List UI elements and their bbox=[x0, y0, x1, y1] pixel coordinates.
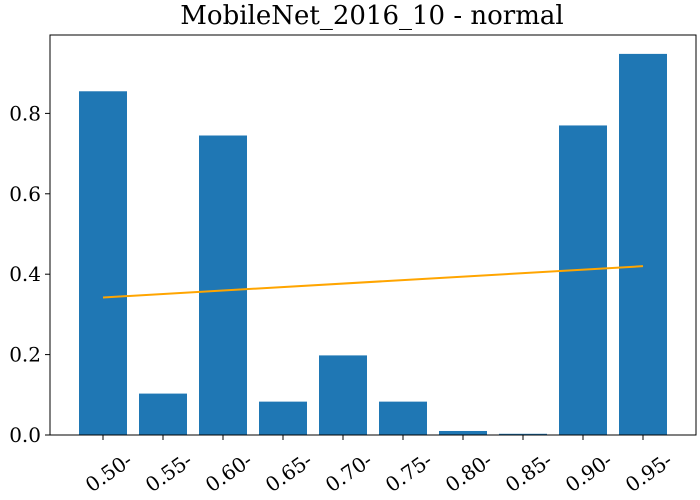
bar-075 bbox=[379, 401, 427, 435]
x-tick-label: 0.70- bbox=[321, 448, 377, 497]
x-tick-label: 0.95- bbox=[621, 448, 677, 497]
bar-070 bbox=[319, 355, 367, 435]
y-axis: 0.0 0.2 0.4 0.6 0.8 bbox=[9, 101, 50, 447]
bar-055 bbox=[139, 393, 187, 435]
y-tick-label: 0.4 bbox=[9, 262, 41, 286]
y-tick-label: 0.6 bbox=[9, 182, 41, 206]
x-axis: 0.50- 0.55- 0.60- 0.65- 0.70- 0.75- 0.80- 0.85-… bbox=[81, 435, 677, 497]
bar-065 bbox=[259, 401, 307, 435]
bar-060 bbox=[199, 135, 247, 435]
x-tick-label: 0.65- bbox=[261, 448, 317, 497]
bar-095 bbox=[619, 53, 667, 435]
x-tick-label: 0.60- bbox=[201, 448, 257, 497]
y-tick-label: 0.0 bbox=[9, 423, 41, 447]
chart-title: MobileNet_2016_10 - normal bbox=[180, 1, 563, 31]
trend-line bbox=[102, 265, 644, 299]
x-tick-label: 0.85- bbox=[501, 448, 557, 497]
y-tick-label: 0.8 bbox=[9, 101, 41, 125]
x-tick-label: 0.55- bbox=[141, 448, 197, 497]
plot-frame bbox=[49, 34, 697, 436]
x-tick-label: 0.90- bbox=[561, 448, 617, 497]
x-tick-label: 0.80- bbox=[441, 448, 497, 497]
bar-050 bbox=[79, 91, 127, 435]
x-tick-label: 0.75- bbox=[381, 448, 437, 497]
bar-085 bbox=[499, 433, 547, 435]
bar-090 bbox=[559, 125, 607, 435]
y-tick-label: 0.2 bbox=[9, 343, 41, 367]
trend-line-group bbox=[102, 265, 644, 299]
bar-080 bbox=[439, 430, 487, 435]
x-tick-label: 0.50- bbox=[81, 448, 137, 497]
bars-group bbox=[79, 53, 667, 435]
